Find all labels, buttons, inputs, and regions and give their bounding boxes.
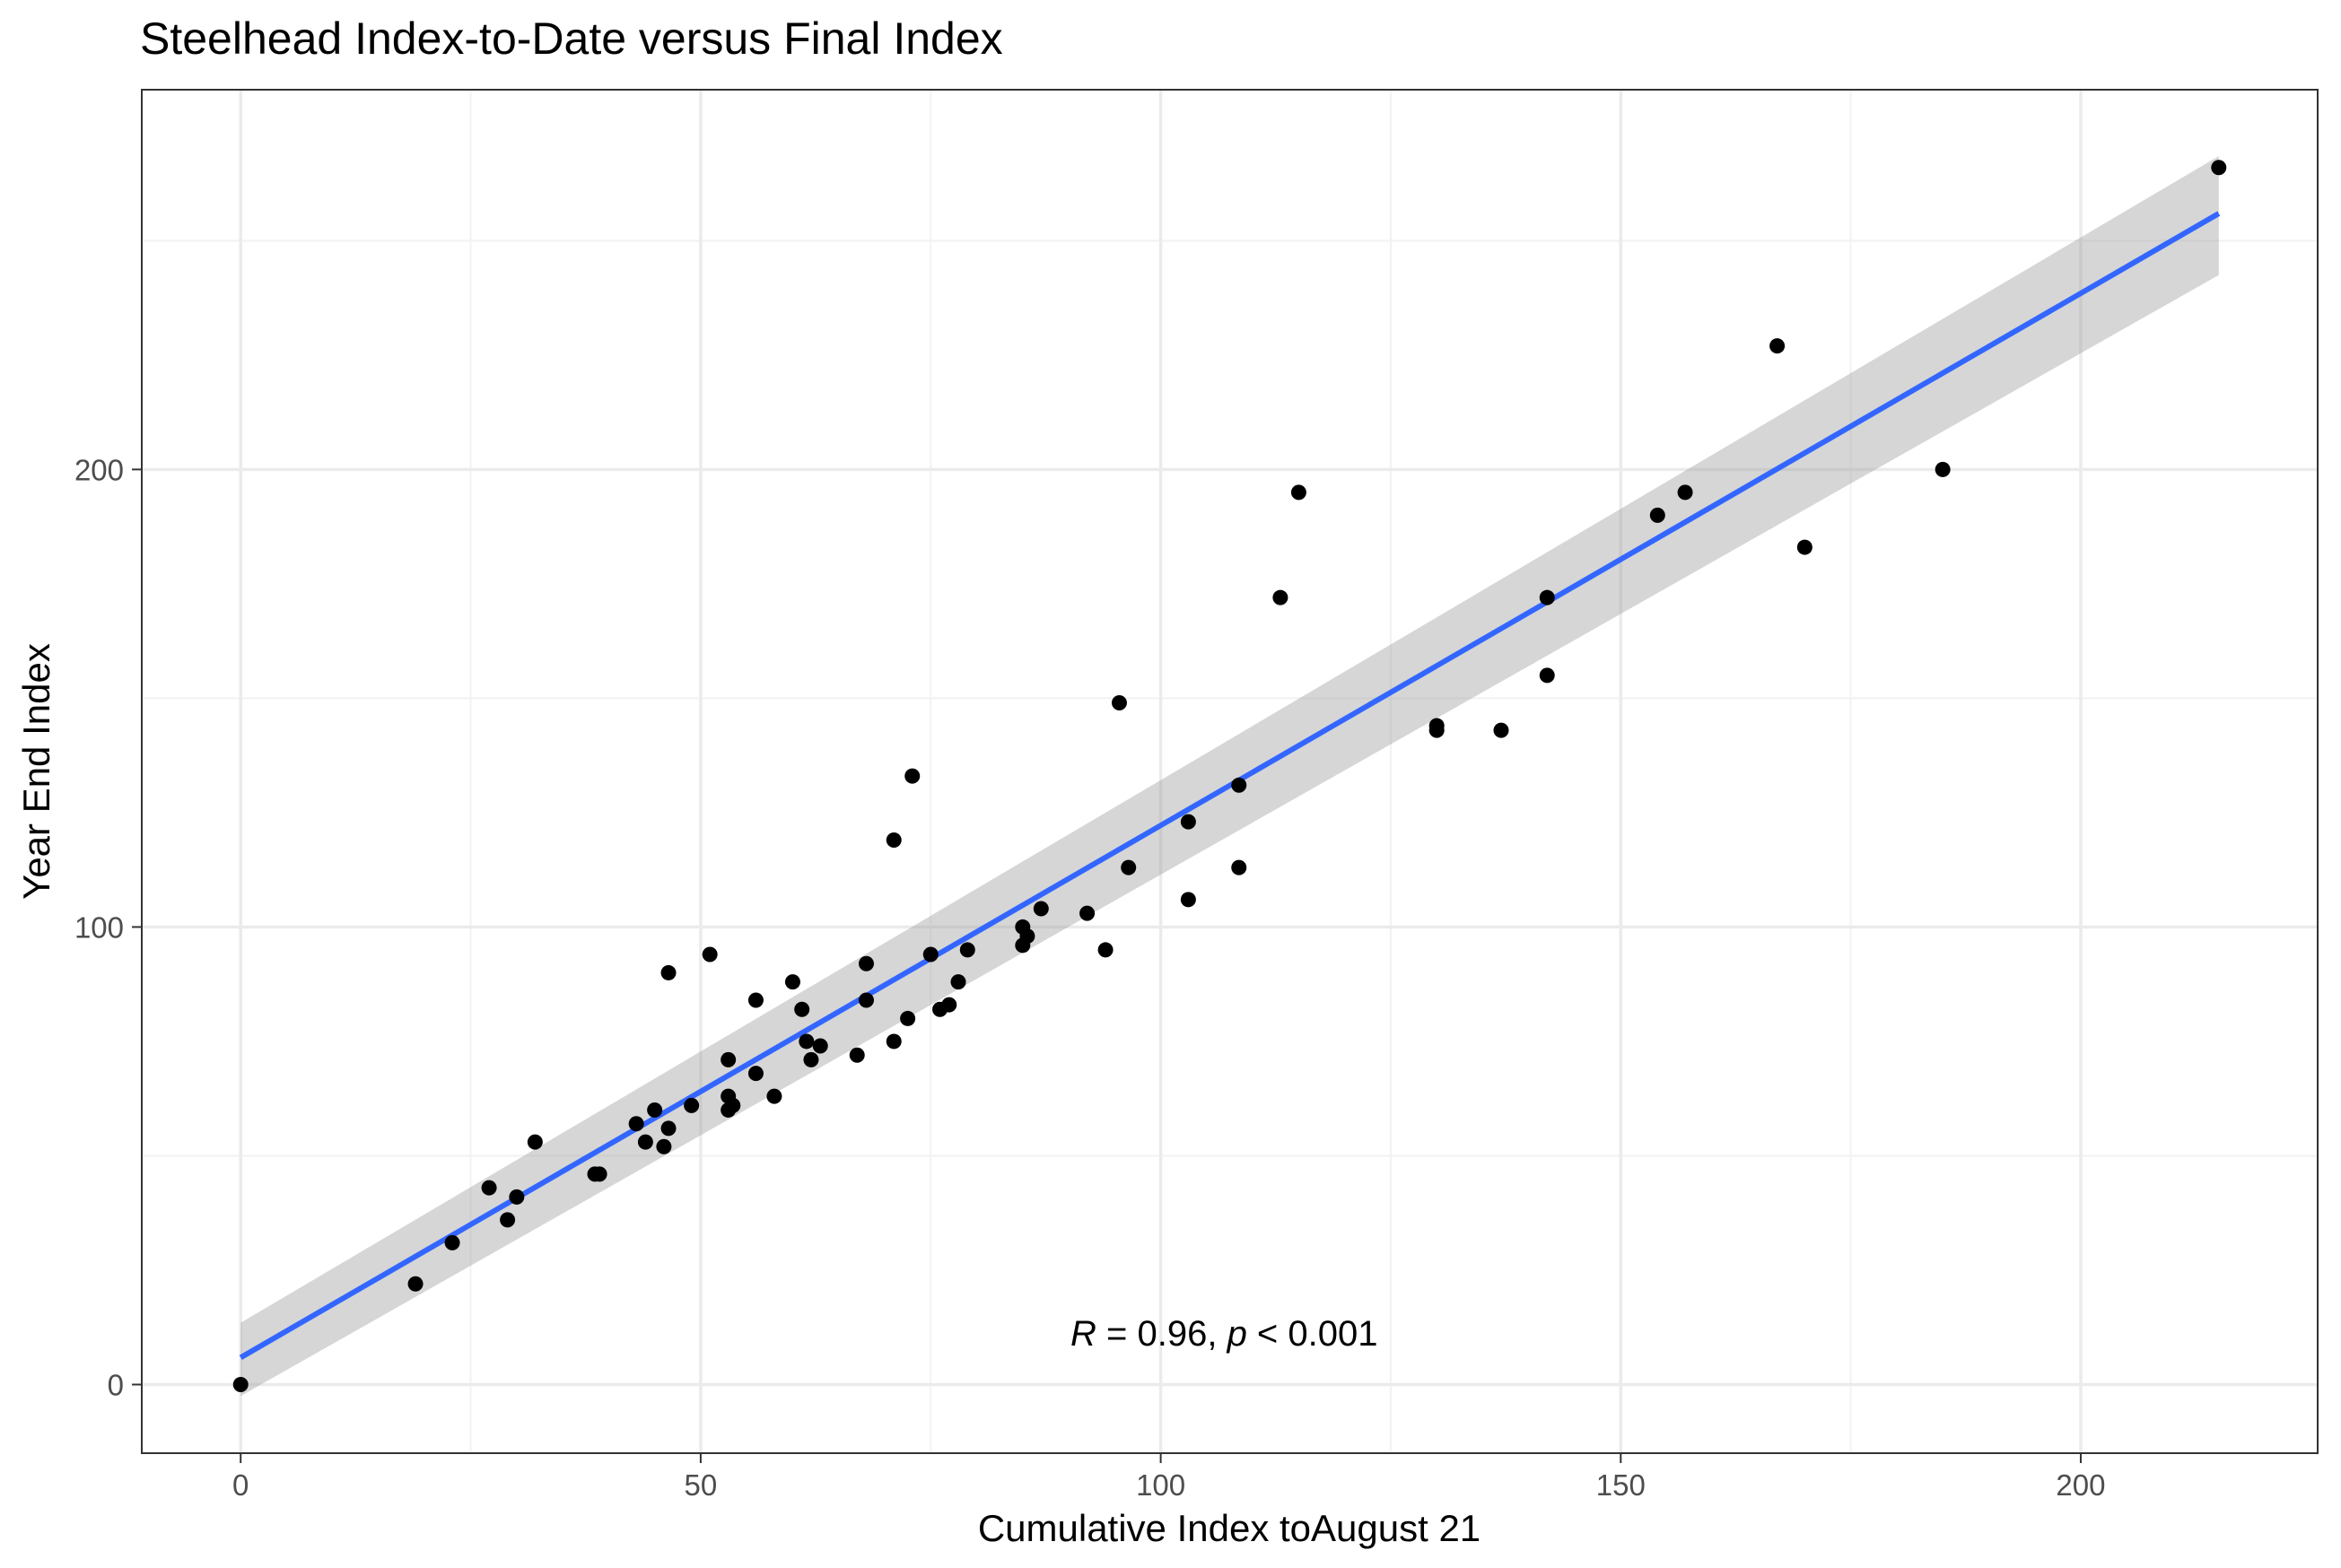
p-label: p <box>1227 1314 1247 1354</box>
data-point <box>660 964 677 980</box>
p-value: < 0.001 <box>1247 1314 1378 1354</box>
confidence-band <box>240 155 2219 1397</box>
data-point <box>784 974 800 990</box>
data-point <box>1649 507 1665 523</box>
data-point <box>1428 722 1445 738</box>
data-point <box>1935 461 1951 477</box>
data-point <box>803 1051 819 1067</box>
data-point <box>656 1138 672 1154</box>
data-point <box>799 1033 815 1050</box>
data-point <box>766 1088 782 1104</box>
data-point <box>1290 484 1306 501</box>
r-value: = 0.96, <box>1096 1314 1227 1354</box>
data-point <box>1033 901 1049 917</box>
data-point <box>1272 589 1288 605</box>
y-tick-label: 200 <box>74 453 124 486</box>
data-point <box>481 1180 497 1196</box>
data-point <box>407 1276 424 1292</box>
data-point <box>858 992 874 1008</box>
data-point <box>444 1234 460 1250</box>
data-point <box>747 1066 764 1082</box>
data-point <box>647 1102 663 1118</box>
data-point <box>591 1166 607 1182</box>
y-tick-label: 100 <box>74 910 124 944</box>
data-point <box>941 997 957 1013</box>
x-tick-label: 50 <box>685 1468 718 1502</box>
axes-layer: 0 50 100 150 200 0 100 200 <box>74 453 2106 1502</box>
confidence-band-layer <box>240 155 2219 1397</box>
data-point <box>1097 942 1114 958</box>
data-point <box>900 1010 916 1026</box>
plot-panel-border <box>141 89 2319 1454</box>
data-point <box>1493 722 1509 738</box>
data-point <box>232 1376 249 1392</box>
data-point <box>812 1038 828 1054</box>
data-point <box>1121 859 1137 875</box>
correlation-annotation: R = 0.96, p < 0.001 <box>1070 1314 1378 1354</box>
data-point <box>959 942 975 958</box>
data-point <box>1539 589 1555 605</box>
data-point <box>794 1001 810 1017</box>
data-point <box>886 832 902 849</box>
data-point <box>2211 160 2227 176</box>
data-point <box>1539 667 1555 684</box>
chart-title: Steelhead Index-to-Date versus Final Ind… <box>140 13 1003 64</box>
data-point <box>527 1134 543 1150</box>
data-point <box>1796 539 1813 555</box>
r-label: R <box>1070 1314 1096 1354</box>
x-axis-title: Cumulative Index toAugust 21 <box>978 1507 1481 1549</box>
data-point <box>747 992 764 1008</box>
data-point <box>1231 859 1247 875</box>
x-tick-label: 150 <box>1596 1468 1646 1502</box>
data-point <box>725 1097 741 1113</box>
data-point <box>886 1033 902 1050</box>
data-point <box>1769 338 1786 354</box>
data-point <box>628 1116 644 1132</box>
data-point <box>684 1097 700 1113</box>
data-point <box>1180 892 1196 908</box>
data-point <box>702 946 718 963</box>
data-point <box>1111 694 1127 710</box>
x-tick-label: 0 <box>232 1468 249 1502</box>
data-point <box>950 974 966 990</box>
regression-line <box>239 211 2221 1360</box>
regression-line-layer <box>239 211 2221 1360</box>
data-point <box>858 955 874 971</box>
data-points-layer <box>232 160 2227 1392</box>
data-point <box>904 768 921 784</box>
data-point <box>1019 928 1035 945</box>
data-point <box>637 1134 653 1150</box>
y-axis-title: Year End Index <box>15 643 57 900</box>
data-point <box>1231 777 1247 793</box>
data-point <box>1079 905 1096 921</box>
data-point <box>509 1189 525 1205</box>
x-tick-label: 100 <box>1136 1468 1185 1502</box>
data-point <box>922 946 939 963</box>
data-point <box>1180 814 1196 830</box>
y-tick-label: 0 <box>108 1368 124 1401</box>
data-point <box>849 1047 865 1063</box>
data-point <box>1677 484 1693 501</box>
data-point <box>660 1120 677 1137</box>
data-point <box>721 1051 737 1067</box>
x-tick-label: 200 <box>2056 1468 2105 1502</box>
data-point <box>500 1212 516 1228</box>
grid-lines <box>142 90 2318 1453</box>
